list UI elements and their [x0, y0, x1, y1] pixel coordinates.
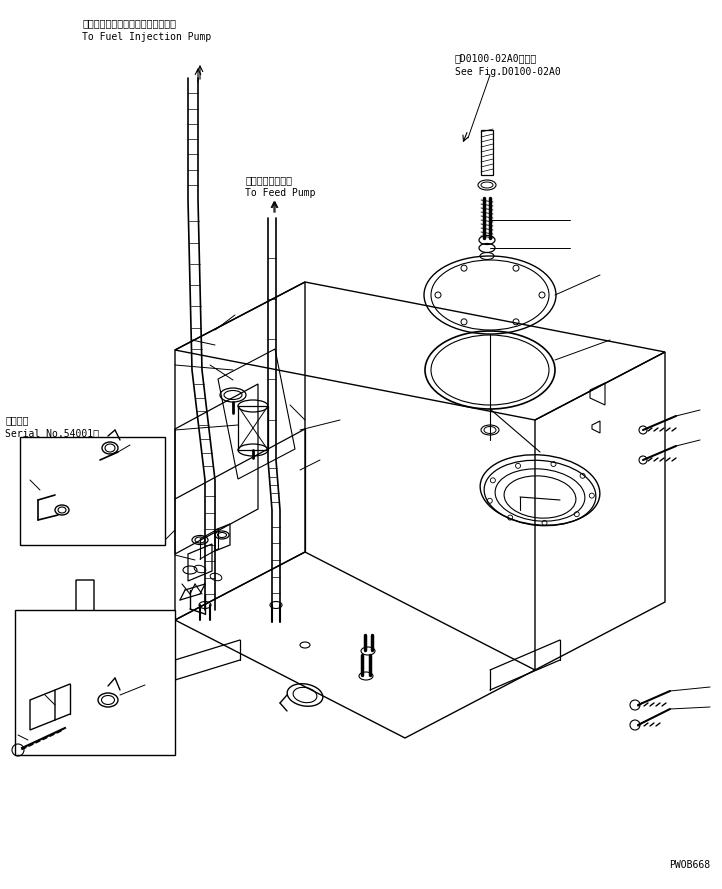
Text: 第D0100-02A0図参照: 第D0100-02A0図参照 — [455, 53, 537, 63]
Bar — [20, 437, 165, 545]
Text: To Feed Pump: To Feed Pump — [245, 188, 316, 198]
Bar — [15, 610, 175, 755]
Text: フェエルインジェクションポンプへ: フェエルインジェクションポンプへ — [82, 18, 176, 28]
Text: Serial No.54001～: Serial No.54001～ — [5, 428, 99, 438]
Text: PWOB668: PWOB668 — [669, 860, 710, 870]
Text: To Fuel Injection Pump: To Fuel Injection Pump — [82, 32, 212, 42]
Text: フィードポンプへ: フィードポンプへ — [245, 175, 292, 185]
Text: See Fig.D0100-02A0: See Fig.D0100-02A0 — [455, 67, 561, 77]
FancyArrow shape — [70, 580, 100, 625]
Text: 適用号機: 適用号機 — [5, 415, 28, 425]
